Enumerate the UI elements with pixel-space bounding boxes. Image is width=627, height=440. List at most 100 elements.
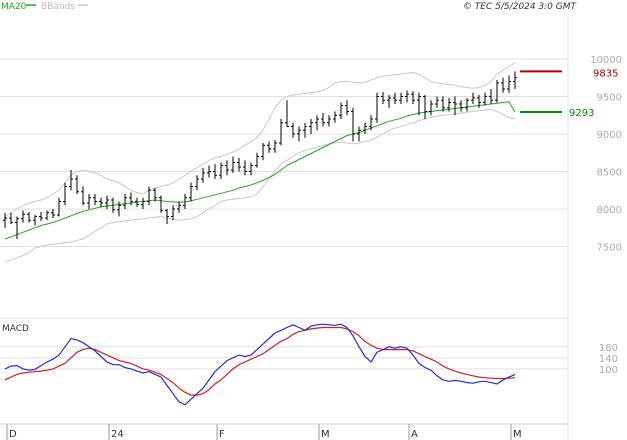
- price-tick-label: 9500: [597, 93, 622, 104]
- price-bar: [99, 197, 103, 208]
- price-bar: [369, 115, 373, 131]
- price-bar: [207, 165, 211, 178]
- price-bar: [297, 126, 301, 142]
- price-bar: [315, 115, 319, 131]
- macd-signal-line: [4, 326, 516, 396]
- macd-gridlines: [0, 346, 568, 370]
- price-bar: [285, 100, 289, 127]
- price-bar: [177, 201, 181, 213]
- price-bar: [225, 160, 229, 176]
- price-bar: [489, 89, 493, 104]
- price-bar: [309, 119, 313, 134]
- bbands-upper-line: [4, 62, 516, 217]
- price-bar: [459, 100, 463, 112]
- price-bar: [33, 215, 37, 226]
- macd-tick-label: 100: [599, 365, 618, 376]
- price-bar: [339, 102, 343, 119]
- time-tick-label: A: [411, 429, 418, 440]
- copyright-text: © TEC 5/5/2024 3:0 GMT: [463, 2, 578, 12]
- price-bar: [501, 77, 505, 93]
- chart-header: MA20 BBands © TEC 5/5/2024 3:0 GMT: [1, 2, 577, 12]
- price-bars: [3, 71, 517, 239]
- price-bar: [189, 182, 193, 202]
- price-bar: [375, 92, 379, 123]
- ma-legend-label: MA20: [1, 2, 27, 12]
- price-bar: [255, 152, 259, 168]
- price-bar: [141, 197, 145, 209]
- price-bar: [303, 122, 307, 138]
- price-bar: [327, 115, 331, 127]
- price-bar: [435, 96, 439, 108]
- price-bar: [333, 111, 337, 123]
- price-bar: [117, 201, 121, 217]
- price-tick-label: 8500: [597, 168, 622, 179]
- price-bar: [195, 175, 199, 191]
- price-bar: [279, 119, 283, 146]
- price-bar: [243, 160, 247, 176]
- last-price-label: 9835: [593, 68, 618, 79]
- price-bar: [27, 212, 31, 223]
- price-bar: [153, 188, 157, 202]
- time-axis: D 24 F M A M: [0, 423, 568, 440]
- price-bar: [9, 212, 13, 224]
- price-bar: [15, 216, 19, 239]
- price-panel: 7500 8000 8500 9000 9500 10000 9835 9293: [0, 55, 622, 262]
- price-bar: [381, 92, 385, 104]
- price-bar: [105, 195, 109, 209]
- price-bar: [93, 194, 97, 206]
- price-bar: [465, 98, 469, 112]
- price-bar: [363, 122, 367, 134]
- price-bar: [213, 164, 217, 179]
- price-bar: [495, 80, 499, 103]
- price-bar: [57, 197, 61, 217]
- price-tick-label: 10000: [590, 55, 622, 66]
- price-bar: [39, 212, 43, 221]
- price-bar: [477, 95, 481, 108]
- price-bar: [261, 143, 265, 161]
- ma-value-label: 9293: [569, 108, 594, 119]
- time-tick-label: 24: [111, 429, 124, 440]
- price-tick-label: 8000: [597, 205, 622, 216]
- macd-line: [4, 323, 516, 406]
- price-bar: [507, 75, 511, 93]
- price-bar: [321, 113, 325, 127]
- price-bar: [147, 186, 151, 206]
- price-bar: [423, 95, 427, 119]
- macd-tick-label: 140: [599, 354, 618, 365]
- macd-tick-label: 180: [599, 343, 618, 354]
- price-bar: [129, 192, 133, 206]
- price-bar: [267, 141, 271, 153]
- price-bar: [111, 197, 115, 213]
- price-bar: [345, 100, 349, 116]
- price-tick-label: 9000: [597, 130, 622, 141]
- price-bar: [399, 92, 403, 104]
- bbands-legend-label: BBands: [41, 2, 75, 12]
- price-bar: [447, 98, 451, 112]
- price-bar: [75, 175, 79, 194]
- price-bar: [69, 170, 73, 191]
- price-bar: [411, 91, 415, 104]
- price-bar: [123, 194, 127, 209]
- price-bar: [165, 209, 169, 224]
- price-bar: [249, 162, 253, 176]
- price-bar: [405, 90, 409, 103]
- macd-title: MACD: [2, 324, 29, 334]
- price-bar: [417, 92, 421, 116]
- price-bar: [273, 140, 277, 153]
- price-bar: [393, 92, 397, 104]
- price-bar: [429, 100, 433, 116]
- time-tick-label: F: [219, 429, 225, 440]
- price-bar: [231, 156, 235, 173]
- price-bar: [45, 210, 49, 221]
- price-bar: [21, 210, 25, 223]
- price-bar: [513, 71, 517, 89]
- price-bar: [441, 96, 445, 112]
- price-bar: [291, 122, 295, 138]
- price-bar: [453, 96, 457, 116]
- price-bar: [159, 195, 163, 213]
- price-bar: [87, 194, 91, 209]
- price-bar: [471, 92, 475, 104]
